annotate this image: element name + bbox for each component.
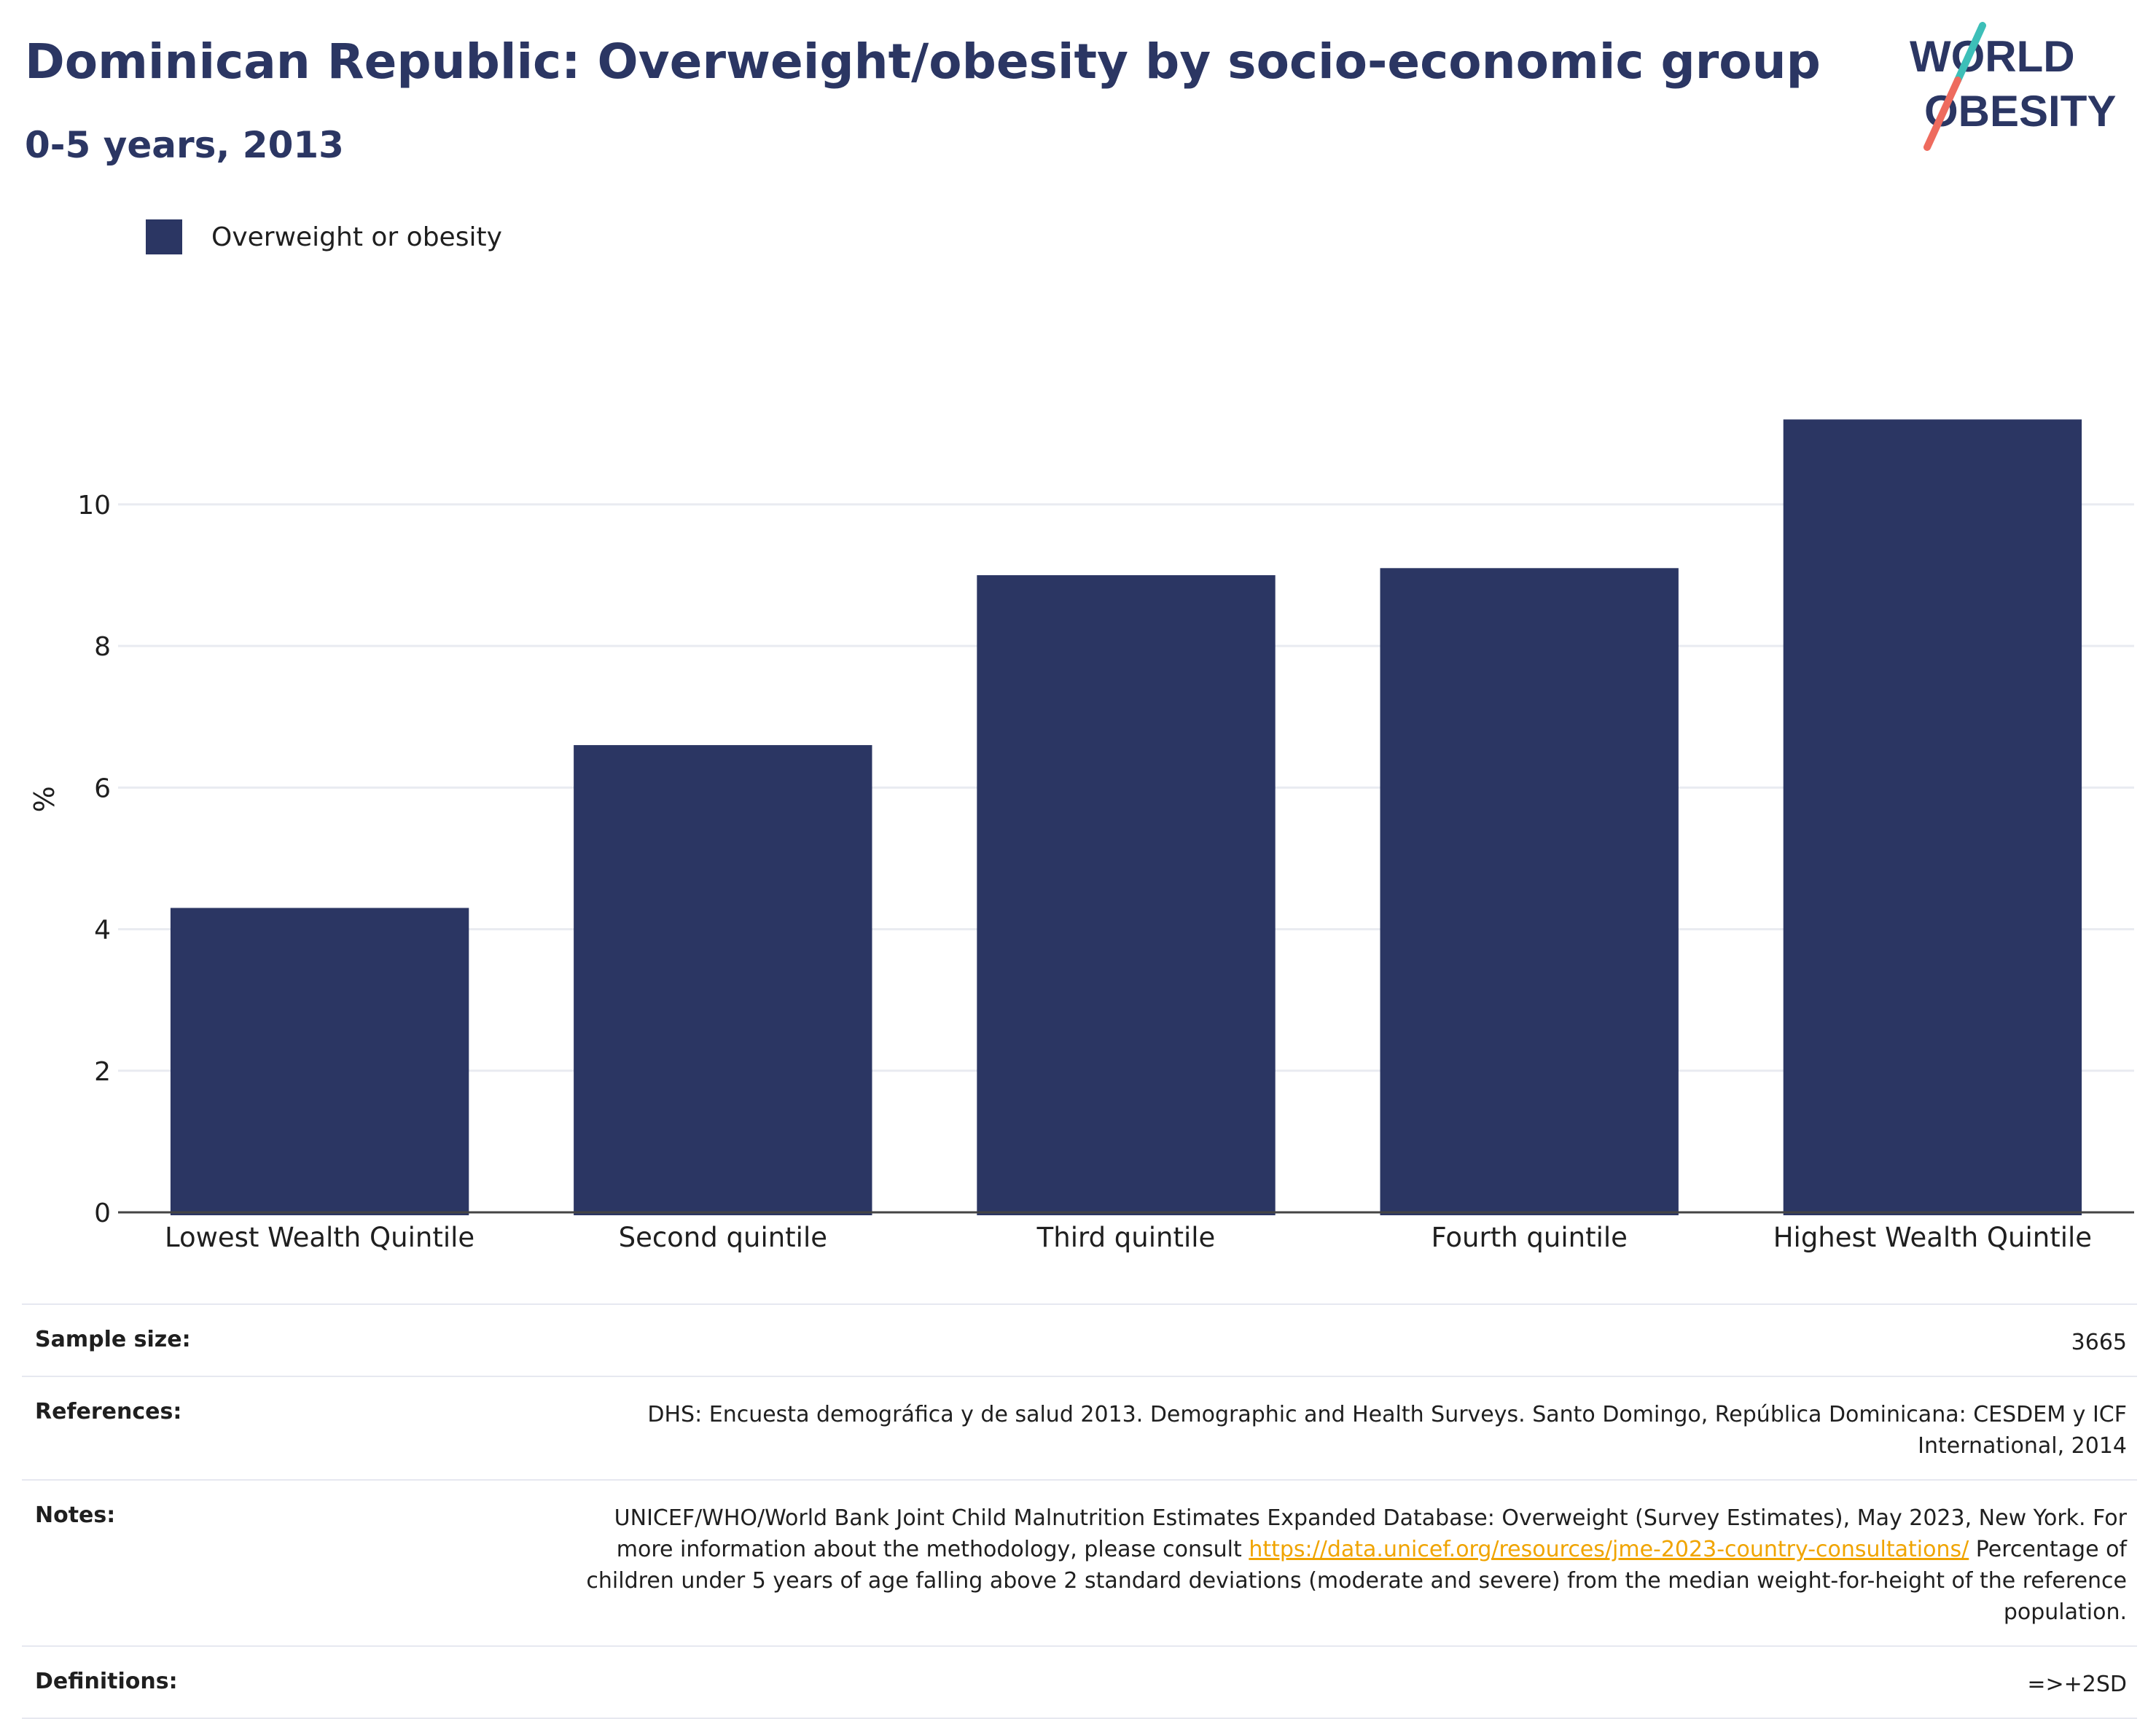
- logo-slash-teal: [1954, 22, 1986, 84]
- x-tick-label: Highest Wealth Quintile: [1773, 1222, 2092, 1253]
- notes-text-before: UNICEF/WHO/World Bank Joint Child Malnut…: [614, 1505, 2127, 1562]
- x-tick-label: Fourth quintile: [1431, 1222, 1627, 1253]
- y-tick-label: 6: [94, 773, 111, 803]
- x-tick-label: Second quintile: [619, 1222, 827, 1253]
- y-tick-label: 4: [94, 916, 111, 946]
- bar[interactable]: [574, 745, 872, 1215]
- chart-legend: Overweight or obesity: [146, 219, 502, 255]
- bars: [170, 419, 2082, 1215]
- bar[interactable]: [1783, 419, 2082, 1215]
- logo-slash-coral: [1923, 77, 1961, 151]
- sample-size-row: Sample size: 3665: [22, 1303, 2137, 1376]
- definitions-row: Definitions: =>+2SD: [22, 1645, 2137, 1719]
- info-table: Sample size: 3665 References: DHS: Encue…: [22, 1303, 2137, 1719]
- logo-word-obesity: OBESITY: [1924, 87, 2116, 136]
- legend-label: Overweight or obesity: [211, 222, 502, 252]
- y-tick-label: 8: [94, 632, 111, 662]
- y-axis-label: %: [28, 786, 60, 812]
- bar[interactable]: [1380, 568, 1679, 1215]
- notes-link[interactable]: https://data.unicef.org/resources/jme-20…: [1249, 1537, 1969, 1562]
- x-axis-labels: Lowest Wealth Quintile Second quintile Thi…: [165, 1222, 2092, 1253]
- notes-value: UNICEF/WHO/World Bank Joint Child Malnut…: [582, 1502, 2127, 1628]
- notes-text-after: Percentage of children under 5 years of …: [586, 1537, 2127, 1625]
- x-tick-label: Lowest Wealth Quintile: [165, 1222, 474, 1253]
- definitions-label: Definitions:: [35, 1669, 178, 1694]
- y-tick-label: 10: [77, 491, 111, 521]
- page-title: Dominican Republic: Overweight/obesity b…: [25, 34, 1821, 90]
- sample-size-value: 3665: [2071, 1330, 2127, 1355]
- notes-row: Notes: UNICEF/WHO/World Bank Joint Child…: [22, 1479, 2137, 1645]
- references-label: References:: [35, 1399, 182, 1424]
- references-value: DHS: Encuesta demográfica y de salud 201…: [647, 1402, 2127, 1459]
- page-subtitle: 0-5 years, 2013: [25, 124, 344, 166]
- world-obesity-logo: WORLD OBESITY: [1910, 22, 2116, 151]
- bar[interactable]: [977, 575, 1276, 1215]
- legend-swatch: [146, 219, 182, 254]
- notes-label: Notes:: [35, 1502, 116, 1528]
- logo-word-world: WORLD: [1910, 32, 2075, 81]
- sample-size-label: Sample size:: [35, 1327, 191, 1352]
- bar-chart: 0 2 4 6 8 10 Lowest Wealth Quintile Second qui…: [28, 419, 2134, 1253]
- y-tick-label: 2: [94, 1057, 111, 1087]
- y-axis-ticks: 0 2 4 6 8 10: [77, 491, 111, 1228]
- definitions-value: =>+2SD: [2027, 1672, 2127, 1697]
- y-tick-label: 0: [94, 1198, 111, 1228]
- bar[interactable]: [170, 908, 469, 1215]
- x-tick-label: Third quintile: [1036, 1222, 1216, 1253]
- references-row: References: DHS: Encuesta demográfica y …: [22, 1376, 2137, 1479]
